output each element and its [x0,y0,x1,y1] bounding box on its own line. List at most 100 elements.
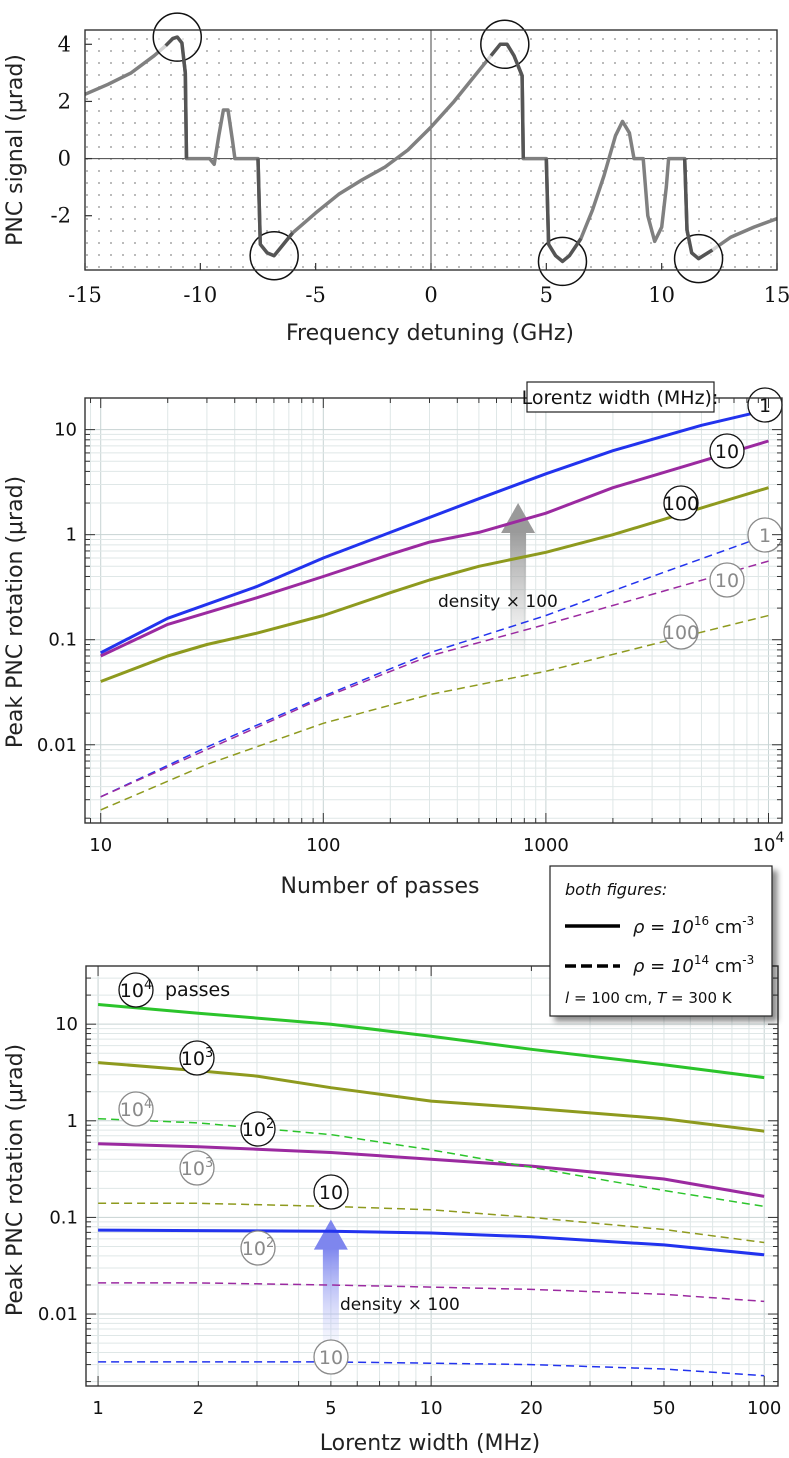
series-label-solid-circle [118,972,154,1008]
axis-ticks: 10 100 1000 104 10 1 0.1 0.01 [37,397,785,856]
highlight-curve-segment [256,158,294,258]
x-tick-label: 10 [89,835,112,856]
density-arrow [313,1219,348,1348]
x-tick-label: 1000 [523,835,569,856]
solid-series-line [100,486,769,683]
y-tick-label: 2 [58,89,71,113]
series-label-dashed-circle [313,1339,349,1375]
y-tick-label: 10 [55,1014,78,1035]
solid-series-line [100,439,769,658]
y-tick-label: 1 [66,525,77,546]
series-label-solid: 100 [663,493,699,515]
y-tick-label: 10 [54,420,77,441]
y-tick-label: 0 [58,147,71,171]
axis-ticks: -15 -10 -5 0 5 10 15 4 2 0 -2 [51,32,789,307]
x-tick-label: 15 [764,283,789,307]
shared-legend: both figures: ρ = 1016 cm-3 ρ = 1014 cm-… [549,865,773,1017]
y-tick-label: 0.01 [37,735,77,756]
x-tick-label: 10 [420,1398,443,1419]
highlight-curve-segment [164,35,189,159]
series-label-solid-circle [709,433,745,469]
series-label-solid-circle [313,1174,349,1210]
legend-title: Lorentz width (MHz): [522,387,719,409]
arrow-shaft [510,531,527,656]
series-label-dashed: 10 [319,1347,343,1369]
highlight-curve-segment [489,42,526,159]
series-label-dashed: 1 [759,525,771,547]
series-label-dashed: 104 [120,1097,152,1121]
series-label-solid-circle [240,1111,276,1147]
y-axis-label: Peak PNC rotation (μrad) [3,476,28,748]
x-tick-label: 2 [193,1398,204,1419]
series-label-dashed: 100 [663,622,699,644]
x-tick-label: 100 [306,835,340,856]
series-label-solid: 10 [715,441,739,463]
x-axis-label: Lorentz width (MHz) [320,1431,540,1456]
dashed-series-line [100,560,769,798]
solid-series-line [97,1003,765,1080]
series-label-solid: 104 [120,978,152,1002]
plot-frame [84,397,783,824]
series-label-solid: 102 [242,1117,274,1141]
legend-solid-label: ρ = 1016 cm-3 [633,914,754,938]
series-label-dashed: 102 [242,1236,274,1260]
density-arrow [501,503,536,656]
x-tick-label: 1 [92,1398,103,1419]
arrow-head [501,503,536,534]
plot-area [100,408,769,811]
series-label-dashed-circle [663,614,699,650]
series-label-dashed: 10 [715,570,739,592]
series-labels: 104 103 102 10 104 103 102 10 [118,972,349,1375]
legend-conditions: l = 100 cm, T = 300 K [565,989,733,1007]
dashed-series-line [98,1361,765,1377]
y-tick-label: 0.1 [49,1207,78,1228]
y-axis-label: Peak PNC rotation (μrad) [3,1044,28,1316]
grid [85,397,782,823]
legend-title-box: Lorentz width (MHz): [522,381,719,413]
arrow-head [313,1219,348,1250]
series-label-solid: 103 [181,1046,213,1070]
highlight-curve-segment [544,158,583,264]
x-tick-label: 10 [648,283,675,307]
series-label-solid-circle [663,485,699,521]
series-label-dashed-circle [179,1150,215,1186]
arrow-shaft [322,1247,339,1348]
series-label-dashed-circle [240,1230,276,1266]
solid-series-line [98,1142,765,1198]
highlight-curve-segment [682,158,714,261]
series-label-solid: 10 [319,1182,343,1204]
series-label-dashed-circle [709,562,745,598]
legend-title-frame [526,381,715,413]
passes-label: passes [165,979,230,1001]
x-tick-label: 5 [540,283,553,307]
panel-passes: 1 10 100 1 10 100 10 100 1000 104 10 1 0.1 0.01 Lore… [3,381,785,899]
x-axis-label: Frequency detuning (GHz) [286,321,574,346]
density-annotation: density × 100 [340,1295,460,1315]
y-axis-label: PNC signal (μrad) [3,54,28,246]
y-tick-label: -2 [51,204,71,228]
dashed-series-line [100,533,769,798]
x-axis-label: Number of passes [281,874,480,899]
density-annotation: density × 100 [438,592,558,612]
y-tick-label: 1 [67,1111,78,1132]
series-label-solid-circle [179,1040,215,1076]
x-tick-label: 100 [747,1398,781,1419]
x-tick-label: 50 [652,1398,675,1419]
x-tick-label: 0 [424,283,437,307]
solid-series-line [98,1228,765,1257]
x-tick-label: -15 [68,283,102,307]
x-tick-label: 5 [325,1398,336,1419]
x-tick-label: 104 [753,830,785,856]
legend-box [549,865,773,1017]
panel-pnc-signal: -15 -10 -5 0 5 10 15 4 2 0 -2 Frequency detuning (… [3,12,789,346]
x-tick-label: -5 [305,283,325,307]
y-tick-label: 0.1 [48,630,77,651]
series-label-dashed-circle [118,1091,154,1127]
x-tick-label: 20 [520,1398,543,1419]
plot-frame [85,965,779,1387]
y-tick-label: 0.01 [38,1304,78,1325]
dashed-series-line [98,1202,765,1244]
